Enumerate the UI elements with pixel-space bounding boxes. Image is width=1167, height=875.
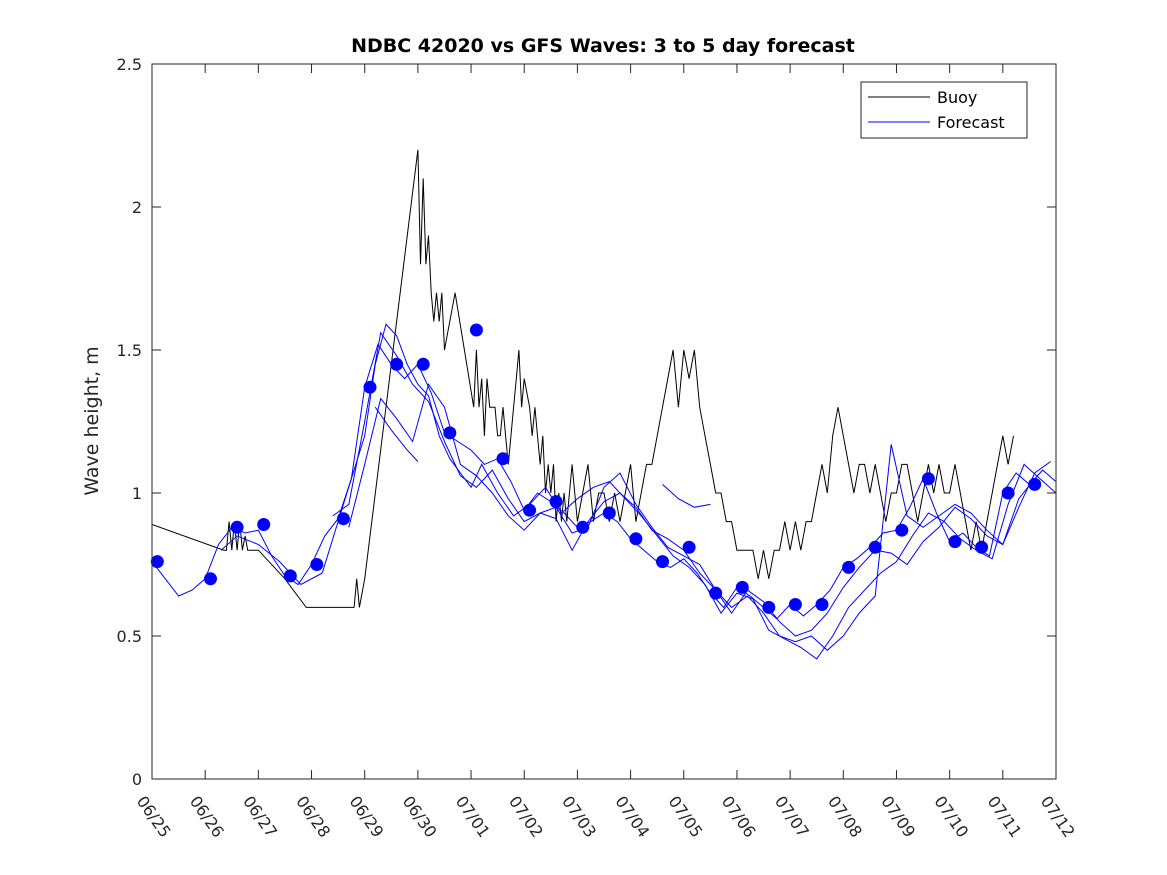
y-tick-label: 2.5 bbox=[117, 55, 142, 74]
forecast-marker bbox=[868, 540, 882, 554]
legend-label-forecast: Forecast bbox=[937, 113, 1005, 132]
forecast-series-line-4 bbox=[348, 383, 1051, 637]
x-tick-label: 07/10 bbox=[930, 792, 972, 841]
forecast-marker bbox=[1028, 477, 1042, 491]
forecast-marker bbox=[204, 572, 217, 586]
forecast-marker bbox=[283, 569, 297, 583]
forecast-marker bbox=[709, 586, 723, 600]
forecast-marker bbox=[975, 540, 989, 554]
x-tick-label: 07/01 bbox=[452, 792, 494, 841]
forecast-marker bbox=[788, 598, 802, 611]
x-tick-label: 06/29 bbox=[345, 792, 387, 841]
legend-box bbox=[860, 81, 1028, 139]
x-tick-label: 07/05 bbox=[664, 792, 706, 841]
forecast-marker bbox=[735, 580, 749, 594]
forecast-series-line-6 bbox=[662, 484, 711, 508]
forecast-marker bbox=[682, 540, 696, 554]
y-tick-label: 1 bbox=[132, 484, 142, 503]
forecast-series-line-5 bbox=[374, 406, 419, 462]
x-tick-label: 07/08 bbox=[824, 792, 866, 841]
forecast-series-line-2 bbox=[220, 323, 1056, 660]
forecast-marker bbox=[549, 495, 563, 509]
y-tick-label: 1.5 bbox=[117, 341, 142, 360]
axes-box bbox=[151, 63, 1057, 780]
forecast-marker bbox=[762, 600, 776, 614]
x-tick-label: 07/12 bbox=[1037, 792, 1079, 841]
x-tick-label: 07/09 bbox=[877, 792, 919, 841]
forecast-marker bbox=[416, 357, 430, 371]
legend: Buoy Forecast bbox=[860, 81, 1028, 139]
x-tick-label: 06/28 bbox=[292, 792, 334, 841]
forecast-marker bbox=[443, 426, 457, 440]
forecast-marker bbox=[469, 323, 483, 337]
forecast-marker bbox=[576, 520, 590, 534]
x-tick-label: 07/03 bbox=[558, 792, 600, 841]
forecast-marker bbox=[895, 523, 909, 537]
forecast-marker bbox=[363, 380, 377, 394]
y-axis-label: Wave height, m bbox=[81, 346, 103, 495]
forecast-marker bbox=[1001, 486, 1015, 500]
forecast-marker bbox=[921, 472, 935, 486]
forecast-marker bbox=[496, 452, 510, 466]
forecast-marker bbox=[390, 357, 404, 371]
forecast-marker bbox=[602, 506, 616, 520]
forecast-marker bbox=[842, 560, 856, 574]
forecast-marker bbox=[150, 555, 164, 569]
x-tick-label: 06/26 bbox=[186, 792, 228, 841]
x-tick-label: 07/04 bbox=[611, 792, 653, 841]
y-tick-label: 2 bbox=[132, 198, 142, 217]
x-tick-label: 07/02 bbox=[505, 792, 547, 841]
y-tick-label: 0 bbox=[132, 770, 142, 789]
x-tick-label: 07/11 bbox=[984, 792, 1026, 841]
x-tick-label: 06/25 bbox=[133, 792, 175, 841]
forecast-marker bbox=[815, 598, 829, 611]
forecast-marker bbox=[629, 532, 643, 546]
forecast-marker bbox=[257, 518, 271, 531]
forecast-marker bbox=[336, 512, 350, 526]
buoy-series-line bbox=[152, 149, 1014, 608]
legend-label-buoy: Buoy bbox=[937, 88, 977, 107]
forecast-marker bbox=[310, 558, 324, 571]
chart-title: NDBC 42020 vs GFS Waves: 3 to 5 day fore… bbox=[351, 35, 855, 57]
forecast-marker bbox=[230, 520, 244, 534]
plot-area bbox=[150, 149, 1056, 660]
forecast-series-line-3 bbox=[332, 331, 1036, 651]
x-tick-label: 06/27 bbox=[239, 792, 281, 841]
forecast-marker bbox=[948, 535, 962, 549]
x-tick-label: 07/07 bbox=[771, 792, 813, 841]
forecast-marker bbox=[656, 555, 669, 569]
axes: 0 0.5 1 1.5 2 2.5 06/25 06/26 06/27 06/28 06/29 06/… bbox=[117, 55, 1079, 841]
x-tick-label: 06/30 bbox=[399, 792, 441, 841]
x-tick-label: 07/06 bbox=[718, 792, 760, 841]
y-tick-label: 0.5 bbox=[117, 627, 142, 646]
forecast-marker bbox=[523, 503, 537, 517]
